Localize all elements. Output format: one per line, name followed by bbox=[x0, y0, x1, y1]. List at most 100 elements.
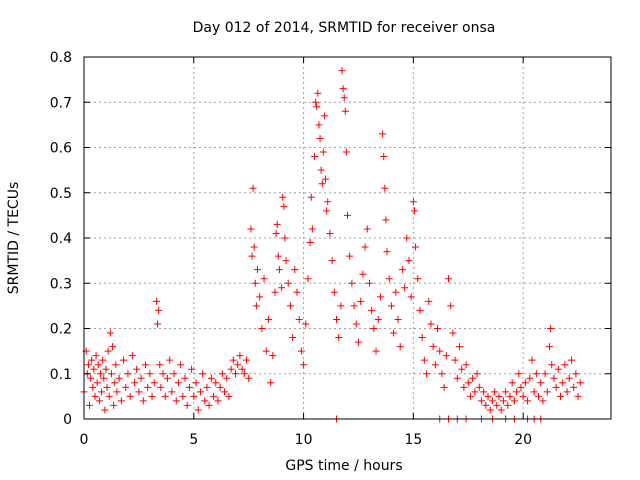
x-tick-label: 20 bbox=[514, 432, 532, 448]
data-point bbox=[477, 397, 485, 405]
data-point bbox=[559, 379, 567, 387]
data-point bbox=[109, 343, 117, 351]
data-point bbox=[295, 315, 303, 323]
data-point bbox=[152, 297, 160, 305]
data-point bbox=[526, 374, 534, 382]
data-point bbox=[519, 392, 527, 400]
data-point bbox=[199, 370, 207, 378]
data-point bbox=[350, 302, 358, 310]
data-point bbox=[280, 202, 288, 210]
data-point bbox=[513, 388, 521, 396]
data-point bbox=[96, 370, 104, 378]
data-point bbox=[297, 347, 305, 355]
data-point bbox=[365, 279, 373, 287]
data-point bbox=[493, 401, 501, 409]
data-point bbox=[251, 279, 259, 287]
data-point bbox=[576, 379, 584, 387]
data-point bbox=[156, 361, 164, 369]
data-point bbox=[84, 361, 92, 369]
data-point bbox=[232, 370, 240, 378]
data-point bbox=[372, 347, 380, 355]
data-point bbox=[274, 252, 282, 260]
grid bbox=[84, 57, 611, 419]
data-point bbox=[532, 370, 540, 378]
data-point bbox=[392, 288, 400, 296]
data-point bbox=[554, 365, 562, 373]
data-point bbox=[260, 275, 268, 283]
data-point bbox=[85, 401, 93, 409]
data-point bbox=[154, 320, 162, 328]
data-point bbox=[172, 397, 180, 405]
data-point bbox=[95, 397, 103, 405]
data-point bbox=[144, 383, 152, 391]
data-point bbox=[139, 397, 147, 405]
data-point bbox=[273, 220, 281, 228]
data-point bbox=[398, 266, 406, 274]
data-point bbox=[141, 361, 149, 369]
data-point bbox=[528, 356, 536, 364]
data-point bbox=[240, 370, 248, 378]
data-point bbox=[289, 334, 297, 342]
data-point bbox=[155, 306, 163, 314]
data-point bbox=[563, 388, 571, 396]
data-point bbox=[214, 397, 222, 405]
data-point bbox=[396, 343, 404, 351]
data-point bbox=[374, 315, 382, 323]
data-point bbox=[423, 370, 431, 378]
data-point bbox=[387, 302, 395, 310]
data-point bbox=[306, 239, 314, 247]
data-point bbox=[340, 94, 348, 102]
data-point bbox=[550, 374, 558, 382]
data-point bbox=[425, 297, 433, 305]
data-point bbox=[183, 401, 191, 409]
data-point bbox=[403, 234, 411, 242]
x-tick-label: 5 bbox=[189, 432, 198, 448]
data-point bbox=[205, 401, 213, 409]
data-point bbox=[133, 365, 141, 373]
data-point bbox=[416, 306, 424, 314]
data-point bbox=[462, 361, 470, 369]
data-point bbox=[135, 388, 143, 396]
y-tick-label: 0.2 bbox=[50, 322, 72, 338]
data-point bbox=[368, 306, 376, 314]
data-point bbox=[502, 388, 510, 396]
x-tick-label: 15 bbox=[404, 432, 422, 448]
data-point bbox=[221, 388, 229, 396]
data-point bbox=[94, 361, 102, 369]
y-tick-label: 0.7 bbox=[50, 95, 72, 111]
data-point bbox=[359, 270, 367, 278]
data-point bbox=[341, 107, 349, 115]
data-point bbox=[438, 370, 446, 378]
data-point bbox=[431, 361, 439, 369]
data-point bbox=[324, 198, 332, 206]
data-point bbox=[122, 383, 130, 391]
data-point bbox=[101, 406, 109, 414]
data-point bbox=[99, 356, 107, 364]
data-point bbox=[381, 184, 389, 192]
data-point bbox=[264, 315, 272, 323]
data-point bbox=[541, 370, 549, 378]
data-point bbox=[229, 356, 237, 364]
data-point bbox=[248, 252, 256, 260]
data-point bbox=[497, 406, 505, 414]
data-point bbox=[317, 166, 325, 174]
data-point bbox=[326, 229, 334, 237]
data-point bbox=[335, 334, 343, 342]
data-point bbox=[168, 388, 176, 396]
y-tick-label: 0.4 bbox=[50, 231, 72, 247]
data-point bbox=[181, 374, 189, 382]
data-point bbox=[530, 388, 538, 396]
data-point bbox=[436, 347, 444, 355]
data-point bbox=[547, 325, 555, 332]
data-point bbox=[223, 374, 231, 382]
data-point bbox=[159, 370, 167, 378]
data-point bbox=[216, 383, 224, 391]
data-point bbox=[291, 266, 299, 274]
data-point bbox=[546, 343, 554, 351]
data-point bbox=[166, 356, 174, 364]
data-point bbox=[491, 388, 499, 396]
data-point bbox=[128, 352, 136, 360]
data-point bbox=[249, 184, 257, 192]
data-point bbox=[236, 352, 244, 360]
data-point bbox=[380, 153, 388, 161]
